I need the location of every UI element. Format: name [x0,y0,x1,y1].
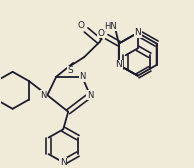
Text: N: N [60,158,67,167]
Text: N: N [87,91,93,100]
Text: O: O [97,29,104,38]
Text: HN: HN [105,22,117,31]
Text: O: O [78,20,85,30]
Text: N: N [115,60,122,70]
Text: N: N [40,91,47,100]
Text: N: N [79,72,85,81]
Text: S: S [67,66,73,75]
Text: N: N [134,28,141,37]
